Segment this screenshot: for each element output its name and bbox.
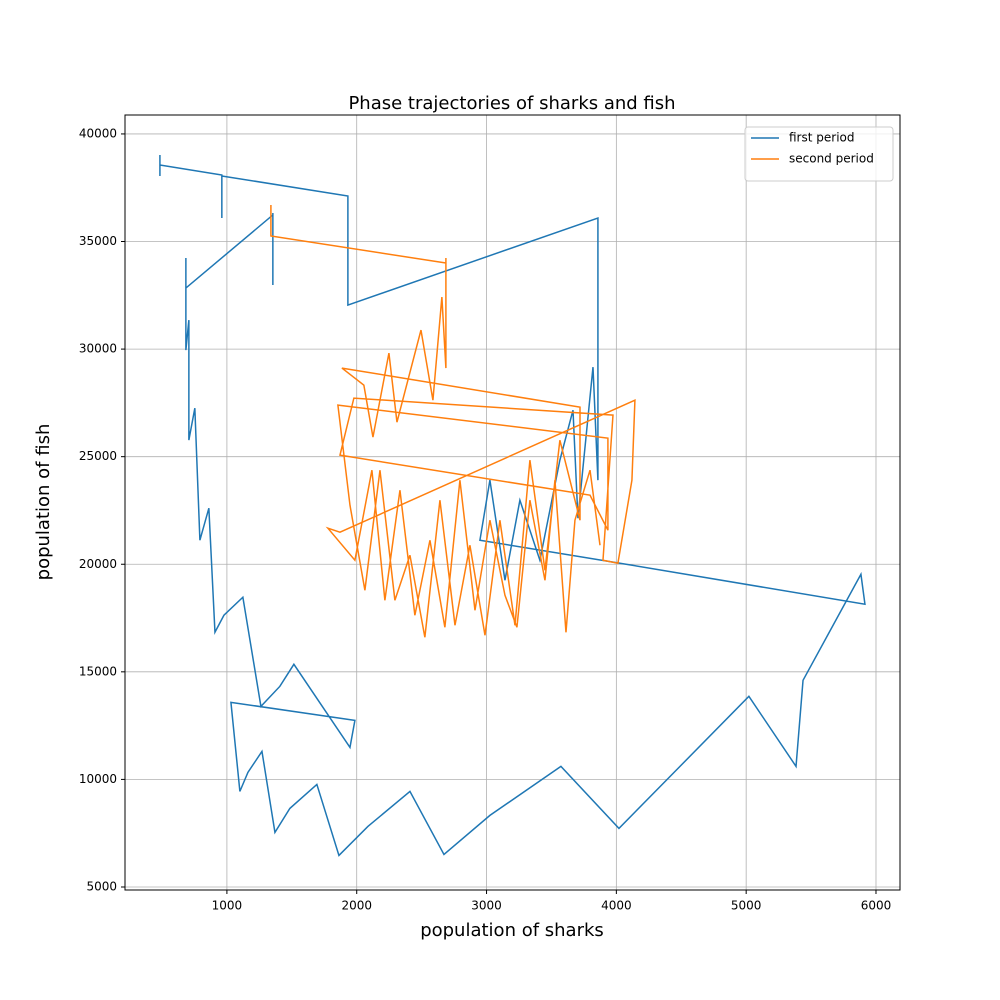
y-tick-label: 25000 bbox=[79, 449, 117, 463]
x-tick-label: 6000 bbox=[861, 899, 892, 913]
y-tick-label: 10000 bbox=[79, 772, 117, 786]
grid bbox=[125, 115, 900, 890]
axes-frame bbox=[124, 114, 901, 891]
x-tick-label: 3000 bbox=[471, 899, 502, 913]
series-line bbox=[159, 154, 866, 857]
legend-label: first period bbox=[789, 131, 855, 145]
y-tick-label: 20000 bbox=[79, 557, 117, 571]
legend-box bbox=[744, 126, 894, 182]
plot-area bbox=[159, 154, 866, 857]
x-tick-label: 2000 bbox=[341, 899, 372, 913]
y-tick-label: 40000 bbox=[79, 126, 117, 140]
legend-label: second period bbox=[789, 152, 874, 166]
chart-title: Phase trajectories of sharks and fish bbox=[348, 93, 675, 114]
y-tick-label: 5000 bbox=[86, 879, 117, 893]
y-axis-label: population of fish bbox=[33, 424, 54, 581]
x-tick-label: 1000 bbox=[212, 899, 243, 913]
x-tick-label: 4000 bbox=[601, 899, 632, 913]
y-tick-label: 15000 bbox=[79, 664, 117, 678]
x-axis-label: population of sharks bbox=[420, 920, 604, 941]
series-line bbox=[270, 204, 636, 638]
legend: first period second period bbox=[744, 126, 894, 182]
ticks: 1000 2000 3000 4000 5000 6000 5000 10000 15000 20… bbox=[79, 126, 891, 912]
x-tick-label: 5000 bbox=[731, 899, 762, 913]
y-tick-label: 30000 bbox=[79, 342, 117, 356]
y-tick-label: 35000 bbox=[79, 234, 117, 248]
